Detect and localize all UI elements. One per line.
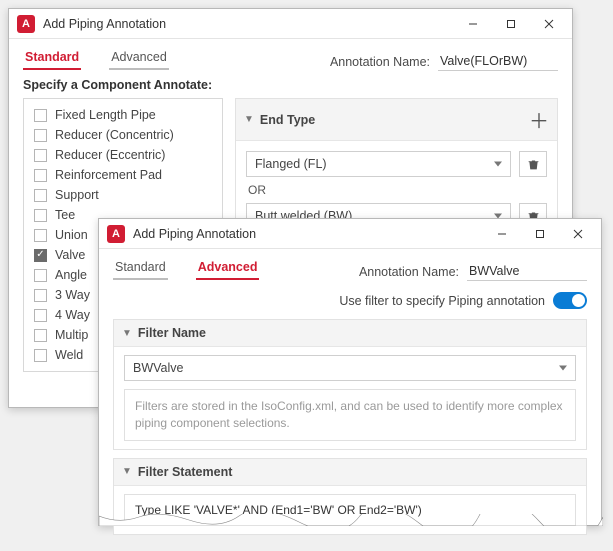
section-filter-name: ▼ Filter Name BWValve Filters are stored… (113, 319, 587, 450)
checkbox[interactable] (34, 189, 47, 202)
filter-toggle-row: Use filter to specify Piping annotation (113, 292, 587, 309)
component-item[interactable]: Reducer (Eccentric) (28, 145, 218, 165)
titlebar: A Add Piping Annotation (99, 219, 601, 249)
checkbox[interactable] (34, 149, 47, 162)
window-title: Add Piping Annotation (43, 17, 454, 31)
filter-statement-value[interactable]: Type LIKE 'VALVE*' AND (End1='BW' OR End… (124, 494, 576, 526)
component-label: Angle (55, 268, 87, 282)
delete-button-1[interactable] (519, 151, 547, 177)
filter-name-hint: Filters are stored in the IsoConfig.xml,… (124, 389, 576, 441)
annotation-name-label: Annotation Name: (330, 55, 430, 69)
component-label: Reducer (Eccentric) (55, 148, 165, 162)
collapse-icon: ▼ (244, 114, 254, 125)
component-label: 4 Way (55, 308, 90, 322)
checkbox[interactable] (34, 349, 47, 362)
window-title: Add Piping Annotation (133, 227, 483, 241)
checkbox[interactable] (34, 289, 47, 302)
tab-standard[interactable]: Standard (23, 47, 81, 70)
tabs: Standard Advanced (113, 257, 259, 280)
component-label: Multip (55, 328, 88, 342)
annotation-name-input[interactable] (438, 52, 558, 71)
close-button[interactable] (530, 10, 568, 38)
annotation-name-input[interactable] (467, 262, 587, 281)
filter-name-value: BWValve (133, 361, 183, 375)
titlebar: A Add Piping Annotation (9, 9, 572, 39)
checkbox[interactable] (34, 249, 47, 262)
app-icon: A (17, 15, 35, 33)
filter-toggle-label: Use filter to specify Piping annotation (339, 294, 545, 308)
checkbox[interactable] (34, 329, 47, 342)
filter-name-dropdown[interactable]: BWValve (124, 355, 576, 381)
filter-toggle[interactable] (553, 292, 587, 309)
component-label: Tee (55, 208, 75, 222)
window-controls (454, 10, 568, 38)
minimize-button[interactable] (483, 220, 521, 248)
component-item[interactable]: Support (28, 185, 218, 205)
tabs: Standard Advanced (23, 47, 169, 70)
minimize-button[interactable] (454, 10, 492, 38)
section-header-end-type[interactable]: ▼ End Type ＋ (236, 99, 557, 140)
checkbox[interactable] (34, 209, 47, 222)
annotation-name-group: Annotation Name: (330, 52, 558, 71)
component-label: Support (55, 188, 99, 202)
section-title: Filter Name (138, 326, 206, 340)
checkbox[interactable] (34, 229, 47, 242)
component-label: 3 Way (55, 288, 90, 302)
add-icon[interactable]: ＋ (529, 105, 549, 134)
app-icon: A (107, 225, 125, 243)
checkbox[interactable] (34, 269, 47, 282)
section-body-filter-name: BWValve Filters are stored in the IsoCon… (114, 346, 586, 449)
collapse-icon: ▼ (122, 328, 132, 339)
checkbox[interactable] (34, 309, 47, 322)
checkbox[interactable] (34, 109, 47, 122)
annotation-name-label: Annotation Name: (359, 265, 459, 279)
section-title: Filter Statement (138, 465, 232, 479)
section-header-filter-name[interactable]: ▼ Filter Name (114, 320, 586, 346)
maximize-button[interactable] (521, 220, 559, 248)
component-label: Reinforcement Pad (55, 168, 162, 182)
checkbox[interactable] (34, 129, 47, 142)
section-title: End Type (260, 113, 315, 127)
component-label: Valve (55, 248, 85, 262)
checkbox[interactable] (34, 169, 47, 182)
end-type-value-1: Flanged (FL) (255, 157, 327, 171)
component-label: Fixed Length Pipe (55, 108, 156, 122)
section-body-filter-statement: Type LIKE 'VALVE*' AND (End1='BW' OR End… (114, 485, 586, 534)
component-label: Union (55, 228, 88, 242)
section-header-filter-statement[interactable]: ▼ Filter Statement (114, 459, 586, 485)
or-label: OR (248, 183, 547, 197)
component-item[interactable]: Fixed Length Pipe (28, 105, 218, 125)
tabs-row: Standard Advanced Annotation Name: (23, 47, 558, 76)
tabs-row: Standard Advanced Annotation Name: (113, 257, 587, 286)
tab-advanced[interactable]: Advanced (196, 257, 260, 280)
component-label: Weld (55, 348, 83, 362)
tab-advanced[interactable]: Advanced (109, 47, 169, 70)
end-type-row-1: Flanged (FL) (246, 151, 547, 177)
component-label: Reducer (Concentric) (55, 128, 174, 142)
window-body: Standard Advanced Annotation Name: Use f… (99, 249, 601, 551)
end-type-dropdown-1[interactable]: Flanged (FL) (246, 151, 511, 177)
maximize-button[interactable] (492, 10, 530, 38)
specify-label: Specify a Component Annotate: (23, 78, 558, 92)
section-filter-statement: ▼ Filter Statement Type LIKE 'VALVE*' AN… (113, 458, 587, 535)
component-item[interactable]: Reducer (Concentric) (28, 125, 218, 145)
window-controls (483, 220, 597, 248)
collapse-icon: ▼ (122, 466, 132, 477)
component-item[interactable]: Reinforcement Pad (28, 165, 218, 185)
annotation-name-group: Annotation Name: (359, 262, 587, 281)
tab-standard[interactable]: Standard (113, 257, 168, 280)
window-advanced: A Add Piping Annotation Standard Advance… (98, 218, 602, 526)
close-button[interactable] (559, 220, 597, 248)
